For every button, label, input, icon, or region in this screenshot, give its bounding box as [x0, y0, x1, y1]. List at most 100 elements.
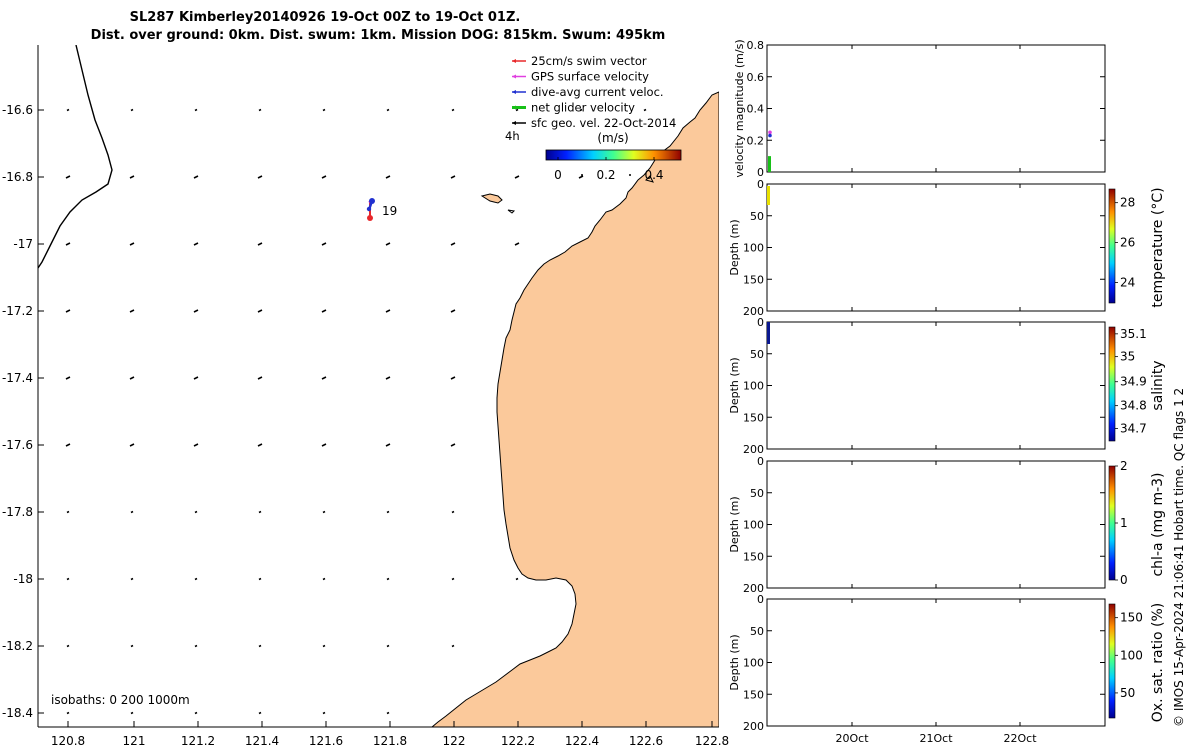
panel-colorbar: [1108, 603, 1116, 719]
velocity-arrow: [451, 644, 455, 648]
island: [507, 209, 516, 214]
map-x-tick-label: 121: [123, 734, 146, 748]
velocity-arrow: [194, 711, 198, 715]
legend-label: dive-avg current veloc.: [531, 85, 664, 99]
colorbar-tick-label: 150: [1120, 611, 1143, 625]
velocity-arrow: [643, 108, 647, 112]
velocity-arrow: [450, 175, 456, 179]
velocity-arrow: [515, 577, 519, 581]
panel-colorbar-label: salinity: [1150, 360, 1166, 410]
velocity-arrow: [65, 175, 71, 179]
panel-y-tick-label: 0: [757, 455, 764, 468]
velocity-arrow: [129, 443, 135, 447]
panel-y-tick-label: 150: [743, 550, 764, 563]
velocity-arrow: [386, 108, 390, 112]
map-x-tick-label: 122.4: [565, 734, 599, 748]
panel-y-tick-label: 150: [743, 273, 764, 286]
velocity-arrow: [258, 577, 262, 581]
map-x-tick-label: 122.6: [629, 734, 663, 748]
panel-y-tick-label: 0.2: [747, 134, 765, 147]
panel-y-tick-label: 200: [743, 720, 764, 733]
velocity-arrow: [322, 108, 326, 112]
velocity-arrow: [193, 175, 199, 179]
map-x-tick-label: 122.2: [501, 734, 535, 748]
panel-y-label: Depth (m): [728, 219, 741, 275]
legend-note: 4h: [505, 129, 520, 143]
map-x-tick-label: 121.8: [373, 734, 407, 748]
map-y-tick-label: -17.8: [2, 505, 33, 519]
colorbar-tick-label: 1: [1120, 516, 1128, 530]
velocity-point: [768, 133, 772, 138]
velocity-arrow: [450, 443, 456, 447]
time-tick-label: 21Oct: [919, 732, 953, 745]
velocity-arrow: [386, 711, 390, 715]
velocity-arrow: [451, 577, 455, 581]
map-x-tick-label: 121.2: [181, 734, 215, 748]
velocity-arrow: [130, 711, 134, 715]
legend-label: net glider velocity: [531, 101, 635, 115]
colorbar-tick-label: 0.2: [596, 168, 615, 182]
island: [480, 193, 503, 204]
colorbar-unit: (m/s): [597, 131, 628, 145]
island: [645, 175, 654, 183]
time-tick-label: 20Oct: [835, 732, 869, 745]
map-y-tick-label: -18.2: [2, 639, 33, 653]
velocity-arrow: [194, 510, 198, 514]
panel-y-label: velocity magnitude (m/s): [733, 39, 746, 177]
velocity-arrow: [321, 376, 327, 380]
panel-y-tick-label: 100: [743, 519, 764, 532]
panel-y-tick-label: 150: [743, 411, 764, 424]
panel-y-tick-label: 0: [757, 178, 764, 191]
colorbar-tick-label: 28: [1120, 196, 1135, 210]
colorbar-tick-label: 50: [1120, 686, 1135, 700]
panel-y-label: Depth (m): [728, 634, 741, 690]
panel-y-tick-label: 0.8: [747, 39, 765, 52]
velocity-arrow: [322, 577, 326, 581]
map-axes: 19 isobaths: 0 200 1000m 120.8 121 121.2 12…: [2, 45, 729, 748]
velocity-arrow: [129, 175, 135, 179]
map-y-tick-label: -17: [13, 237, 33, 251]
velocity-arrow: [450, 242, 456, 246]
velocity-arrow: [257, 376, 263, 380]
isobath-line: [38, 45, 113, 269]
velocity-arrow: [257, 443, 263, 447]
panel-y-tick-label: 0.4: [747, 103, 765, 116]
velocity-arrow: [65, 309, 71, 313]
panel-colorbar-label: chl-a (mg m-3): [1150, 472, 1166, 576]
legend-label: GPS surface velocity: [531, 70, 649, 84]
velocity-arrow: [451, 108, 455, 112]
velocity-arrow: [450, 309, 456, 313]
map-y-tick-label: -18.4: [2, 706, 33, 720]
velocity-arrow: [129, 309, 135, 313]
velocity-arrow: [129, 376, 135, 380]
legend-label: 25cm/s swim vector: [531, 54, 647, 68]
velocity-arrow: [257, 242, 263, 246]
credit-text: © IMOS 15-Apr-2024 21:06:41 Hobart time.…: [1172, 388, 1186, 727]
panel-y-tick-label: 50: [750, 625, 764, 638]
colorbar-tick-label: 2: [1120, 459, 1128, 473]
colorbar-tick-label: 35.1: [1120, 327, 1147, 341]
legend-arrowhead: [512, 59, 516, 63]
velocity-arrow: [321, 309, 327, 313]
velocity-arrow: [193, 443, 199, 447]
velocity-arrow: [385, 175, 391, 179]
colorbar-tick-label: 26: [1120, 236, 1135, 250]
profile-panel-1: 0 50 100 150 200 Depth (m) 28 26 24 temperature (…: [728, 178, 1166, 318]
title-line2: Dist. over ground: 0km. Dist. swum: 1km.…: [91, 28, 666, 43]
legend-arrowhead: [512, 90, 516, 94]
velocity-arrow: [450, 376, 456, 380]
velocity-arrow: [258, 108, 262, 112]
velocity-arrow: [515, 108, 519, 112]
velocity-arrow: [321, 242, 327, 246]
map-x-tick-label: 121.6: [309, 734, 343, 748]
map-x-ticks: 120.8 121 121.2 121.4 121.6 121.8 122 122.2 122.…: [51, 721, 729, 748]
panel-y-label: Depth (m): [728, 357, 741, 413]
map-legend: 25cm/s swim vector GPS surface velocitydi…: [512, 54, 676, 130]
velocity-arrow: [193, 309, 199, 313]
map-y-ticks: -16.6 -16.8 -17 -17.2 -17.4 -17.6 -17.8 -18 -18.…: [2, 103, 44, 720]
panel-y-tick-label: 100: [743, 657, 764, 670]
velocity-arrow: [194, 644, 198, 648]
velocity-arrow: [257, 175, 263, 179]
